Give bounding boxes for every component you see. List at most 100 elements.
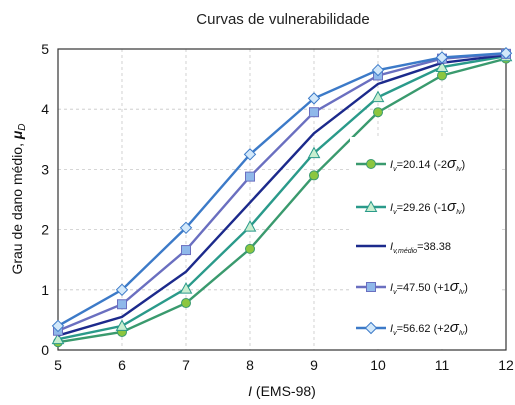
x-tick-label: 6 [118,357,126,373]
y-tick-label: 0 [41,342,49,358]
x-tick-label: 9 [310,357,318,373]
legend-label: Iv=20.14 (-2σIv) [390,155,465,173]
y-tick-label: 3 [41,161,49,177]
data-point-circle [309,170,319,181]
data-point-circle [366,159,376,169]
legend-sigma-subscript: Iv [459,330,465,337]
data-point-diamond [51,319,65,333]
x-tick-labels: 5 6 7 8 9 10 11 12 [54,357,514,373]
data-point-triangle [371,90,385,103]
y-axis-label-text: Grau de dano médio, [9,139,25,274]
data-point-circle [245,243,255,254]
legend-value: =20.14 (-2 [397,159,447,171]
series-line [57,52,507,327]
legend-label: Iv=47.50 (+1σIv) [390,278,468,296]
legend-value: =47.50 (+1 [397,282,450,294]
y-tick-label: 4 [41,101,49,117]
data-point-diamond [499,47,513,60]
data-point-diamond [435,51,449,64]
data-point-triangle [307,146,321,159]
series-line [57,55,507,341]
data-point-diamond [307,92,321,105]
data-point-triangle [51,332,65,345]
legend-close: ) [464,282,468,294]
series-line [57,52,507,332]
series-group [51,47,513,348]
legend-symbol: I [390,323,393,335]
legend-box [350,137,502,347]
legend-symbol: I [390,241,393,253]
legend-sigma: σ [447,198,457,215]
legend-value: =38.38 [417,241,451,253]
data-point-triangle [364,200,378,212]
legend-sigma-subscript: Iv [459,289,465,296]
data-point-circle [181,298,191,309]
y-axis-label: Grau de dano médio, μD [9,123,28,274]
legend-symbol: I [390,202,393,214]
legend-sigma: σ [447,155,457,172]
legend-item-1: Iv=20.14 (-2σIv) [356,155,465,173]
x-tick-label: 11 [435,357,450,373]
legend-close: ) [462,159,466,171]
legend-item-3: Iv,médio=38.38 [356,241,451,255]
legend-symbol-subscript: v [393,166,397,173]
x-tick-label: 5 [54,357,62,373]
data-point-square [117,299,127,310]
x-axis-label-symbol: I [248,383,252,399]
data-point-square [366,282,376,292]
data-point-triangle [435,60,449,73]
legend-sigma: σ [450,278,460,295]
legend-item-2: Iv=29.26 (-1σIv) [356,198,465,216]
legend-value: =56.62 (+2 [397,323,450,335]
y-tick-label: 1 [41,282,49,298]
data-point-triangle [115,319,129,331]
legend-symbol-subscript: v [393,209,397,216]
legend-label: Iv=56.62 (+2σIv) [390,319,468,337]
data-point-circle [437,70,447,81]
chart-title: Curvas de vulnerabilidade [196,11,369,28]
data-point-square [245,171,255,182]
legend-symbol: I [390,282,393,294]
legend-item-4: Iv=47.50 (+1σIv) [356,278,468,296]
series-5 [51,47,513,333]
y-tick-label: 5 [41,41,49,57]
x-tick-label: 8 [246,357,254,373]
data-point-square [309,107,319,118]
x-tick-label: 10 [370,357,386,373]
x-tick-label: 7 [182,357,190,373]
x-axis-label: I (EMS-98) [248,383,316,399]
data-point-triangle [243,220,257,232]
legend-sigma-subscript: Iv [456,166,462,173]
series-line [57,53,507,337]
data-point-circle [373,107,383,118]
legend-close: ) [464,323,468,335]
series-2 [51,49,513,345]
legend-sigma-subscript: Iv [456,209,462,216]
data-point-diamond [179,221,193,235]
legend: Iv=20.14 (-2σIv)Iv=29.26 (-1σIv)Iv,médio… [356,155,468,337]
plot-area-frame [57,48,507,351]
y-axis-label-mu: μ [9,130,25,140]
series-3 [57,53,507,337]
y-tick-label: 2 [41,222,49,238]
y-axis-label-subscript: D [17,123,28,130]
data-point-diamond [115,283,129,297]
series-line [57,57,507,344]
x-axis-label-unit: (EMS-98) [252,383,316,399]
legend-symbol: I [390,159,393,171]
legend-symbol-subscript: v [393,289,397,296]
legend-symbol-subscript: v,médio [393,248,417,255]
legend-close: ) [462,202,466,214]
data-point-square [181,245,191,256]
legend-label: Iv,médio=38.38 [390,241,451,255]
data-point-diamond [243,148,257,161]
legend-item-5: Iv=56.62 (+2σIv) [356,319,468,337]
legend-value: =29.26 (-1 [397,202,447,214]
legend-symbol-subscript: v [393,330,397,337]
x-tick-label: 12 [498,357,514,373]
data-point-diamond [371,63,385,77]
legend-sigma: σ [450,319,460,336]
y-tick-labels: 0 1 2 3 4 5 [41,41,49,358]
data-point-triangle [179,282,193,294]
